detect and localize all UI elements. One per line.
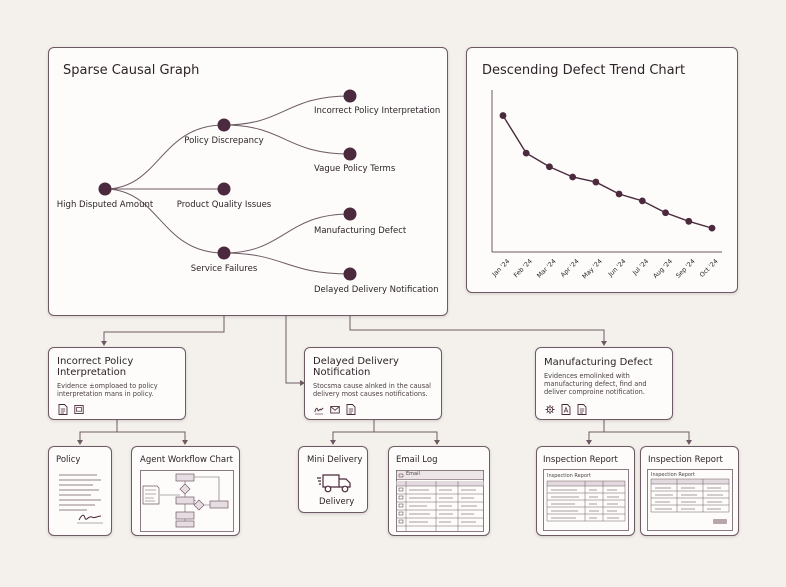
inspection-table-preview [543, 469, 629, 531]
doc-agent-workflow-chart[interactable]: Agent Workflow Chart [131, 446, 240, 536]
trend-chart-panel: Descending Defect Trend Chart [466, 47, 738, 293]
document-icon[interactable] [577, 404, 587, 415]
detail-description: Evidence ±omploaed to policy interpretat… [57, 382, 158, 398]
connector-manufacturing-docs [588, 420, 690, 444]
detail-icons [314, 404, 356, 415]
doc-title: Inspection Report [648, 455, 723, 465]
truck-icon [317, 474, 351, 493]
inspection-table-preview [647, 469, 733, 531]
document-icon[interactable] [58, 404, 68, 415]
doc-email-log[interactable]: Email Log Email [388, 446, 490, 536]
detail-incorrect-policy[interactable]: Incorrect Policy Interpretation Evidence… [48, 347, 186, 420]
detail-icons [58, 404, 84, 415]
detail-delayed-delivery[interactable]: Delayed Delivery Notification Stocsma ca… [304, 347, 442, 420]
doc-title: Email Log [396, 455, 438, 465]
doc-inspection-report-2[interactable]: Inspection Report Inspection Report [640, 446, 739, 536]
detail-manufacturing-defect[interactable]: Manufacturing Defect Evidences emolinked… [535, 347, 673, 420]
gear-icon[interactable] [545, 404, 555, 415]
doc-title: Mini Delivery [307, 455, 363, 465]
detail-description: Stocsma cause alnked in the causal deliv… [313, 382, 432, 398]
doc-title: Policy [56, 455, 81, 465]
pdf-icon[interactable] [561, 404, 571, 415]
doc-title: Inspection Report [543, 455, 618, 465]
node-label-service: Service Failures [190, 264, 258, 274]
causal-graph-panel: Sparse Causal Graph [48, 47, 448, 316]
doc-title: Agent Workflow Chart [140, 455, 233, 465]
node-label-delayed: Delayed Delivery Notification [314, 285, 439, 295]
chart-title: Descending Defect Trend Chart [482, 63, 686, 78]
inspection-table-header: Inspection Report [547, 473, 591, 479]
signature-icon[interactable] [314, 404, 324, 415]
doc-inspection-report-1[interactable]: Inspection Report Inspection Report [536, 446, 635, 536]
node-label-root: High Disputed Amount [56, 200, 154, 210]
node-label-product: Product Quality Issues [176, 200, 272, 210]
connector-service-to-incorrect [103, 315, 225, 345]
detail-icons [545, 404, 587, 415]
panel-title: Sparse Causal Graph [63, 63, 200, 78]
doc-mini-delivery[interactable]: Mini Delivery Delivery [298, 446, 368, 513]
inspection-table-header: Inspection Report [651, 472, 695, 478]
mail-icon[interactable] [330, 404, 340, 415]
policy-document-preview [59, 474, 103, 524]
node-label-manufacturing: Manufacturing Defect [314, 226, 407, 236]
node-label-incorrect: Incorrect Policy Interpretation [314, 106, 441, 116]
detail-description: Evidences emolinked with manufacturing d… [544, 372, 647, 396]
image-icon[interactable] [74, 404, 84, 415]
doc-policy[interactable]: Policy [48, 446, 112, 536]
workflow-diagram-preview [140, 470, 234, 532]
email-log-header: Email [406, 471, 420, 477]
connector-delayed-docs [332, 420, 438, 444]
connector-incorrect-docs [79, 420, 186, 444]
detail-title: Delayed Delivery Notification [313, 356, 399, 378]
detail-title: Manufacturing Defect [544, 357, 653, 368]
document-icon[interactable] [346, 404, 356, 415]
email-log-table-preview [396, 470, 484, 532]
node-label-vague: Vague Policy Terms [314, 164, 396, 174]
node-label-policy: Policy Discrepancy [184, 136, 264, 146]
detail-title: Incorrect Policy Interpretation [57, 356, 134, 378]
truck-caption: Delivery [319, 497, 355, 507]
